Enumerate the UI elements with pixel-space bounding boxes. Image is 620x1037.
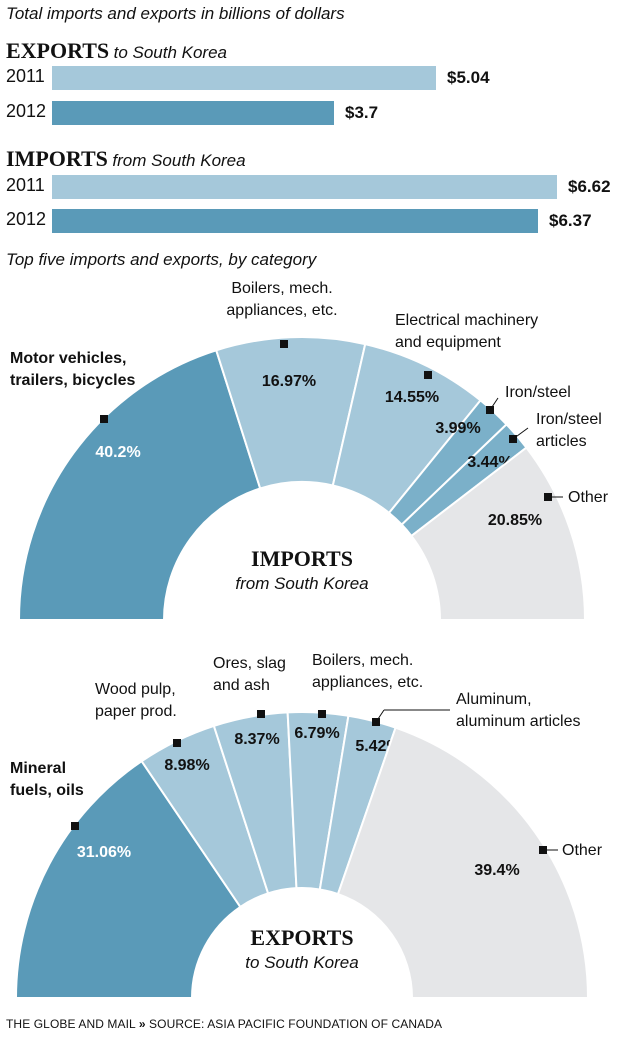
exports-label-4-1: Boilers, mech. bbox=[312, 652, 413, 669]
exports-label-3-2: and ash bbox=[213, 677, 270, 694]
exports-bar-2011 bbox=[52, 66, 436, 90]
imports-leader-5 bbox=[512, 427, 529, 440]
imports-label-1-2: trailers, bicycles bbox=[10, 372, 136, 389]
exports-label-6-1: Other bbox=[562, 842, 603, 859]
imports-pct-4: 3.99% bbox=[435, 420, 480, 437]
imports-label-5-2: articles bbox=[536, 433, 587, 450]
imports-pct-2: 16.97% bbox=[262, 373, 316, 390]
category-section-title: Top five imports and exports, by categor… bbox=[6, 250, 317, 269]
imports-bar-2011 bbox=[52, 175, 557, 199]
exports-bar-heading: EXPORTS to South Korea bbox=[6, 38, 227, 64]
exports-label-1-1: Mineral bbox=[10, 760, 66, 777]
imports-bar-subtitle: from South Korea bbox=[112, 151, 246, 170]
exports-donut-center: EXPORTS to South Korea bbox=[245, 925, 358, 973]
exports-value-2011: $5.04 bbox=[447, 68, 490, 87]
exports-pct-4: 6.79% bbox=[294, 725, 339, 742]
exports-year-2011: 2011 bbox=[6, 66, 45, 86]
exports-value-2012: $3.7 bbox=[345, 103, 379, 122]
exports-label-2-2: paper prod. bbox=[95, 703, 177, 720]
imports-pct-6: 20.85% bbox=[488, 512, 542, 529]
imports-label-2-2: appliances, etc. bbox=[226, 302, 337, 319]
imports-slice-6 bbox=[410, 446, 587, 621]
exports-label-5-2: aluminum articles bbox=[456, 713, 580, 730]
exports-bar-title: EXPORTS bbox=[6, 38, 110, 63]
imports-bar-title: IMPORTS bbox=[6, 146, 108, 171]
exports-pct-1: 31.06% bbox=[77, 844, 131, 861]
exports-year-2012: 2012 bbox=[6, 101, 47, 121]
imports-marker-3 bbox=[424, 371, 432, 379]
exports-label-5-1: Aluminum, bbox=[456, 691, 532, 708]
exports-pct-6: 39.4% bbox=[474, 862, 519, 879]
exports-slice-1 bbox=[14, 759, 242, 999]
footer-separator: » bbox=[138, 1017, 146, 1031]
imports-label-3-2: and equipment bbox=[395, 334, 501, 351]
exports-marker-3 bbox=[257, 710, 265, 718]
imports-bar-2012 bbox=[52, 209, 538, 233]
imports-label-6-1: Other bbox=[568, 489, 609, 506]
imports-bar-heading: IMPORTS from South Korea bbox=[6, 146, 246, 172]
imports-label-4-1: Iron/steel bbox=[505, 384, 571, 401]
exports-leader-5 bbox=[375, 709, 385, 723]
imports-value-2012: $6.37 bbox=[549, 211, 592, 230]
exports-bar-subtitle: to South Korea bbox=[113, 43, 228, 62]
exports-donut: 31.06% Mineral fuels, oils 8.98% Wood pulp, p… bbox=[10, 652, 603, 999]
imports-donut: 40.2% Motor vehicles, trailers, bicycles 16… bbox=[10, 280, 609, 621]
footer-outlet: THE GLOBE AND MAIL bbox=[6, 1017, 136, 1031]
exports-label-4-2: appliances, etc. bbox=[312, 674, 423, 691]
exports-label-2-1: Wood pulp, bbox=[95, 681, 176, 698]
imports-label-3-1: Electrical machinery bbox=[395, 312, 538, 329]
imports-slice-1 bbox=[17, 349, 262, 621]
imports-donut-subtitle: from South Korea bbox=[235, 574, 369, 593]
exports-marker-2 bbox=[173, 739, 181, 747]
exports-label-3-1: Ores, slag bbox=[213, 655, 286, 672]
imports-label-2-1: Boilers, mech. bbox=[231, 280, 332, 297]
footer-source: SOURCE: ASIA PACIFIC FOUNDATION OF CANAD… bbox=[149, 1017, 443, 1031]
chart-subtitle: Total imports and exports in billions of… bbox=[6, 4, 345, 23]
exports-marker-4 bbox=[318, 710, 326, 718]
exports-pct-3: 8.37% bbox=[234, 731, 279, 748]
exports-pct-2: 8.98% bbox=[164, 757, 209, 774]
imports-year-2011: 2011 bbox=[6, 175, 45, 195]
imports-donut-center: IMPORTS from South Korea bbox=[235, 546, 368, 594]
exports-slice-6 bbox=[336, 726, 590, 999]
exports-donut-subtitle: to South Korea bbox=[245, 953, 359, 972]
imports-marker-2 bbox=[280, 340, 288, 348]
imports-value-2011: $6.62 bbox=[568, 177, 611, 196]
imports-leader-4 bbox=[489, 397, 499, 411]
exports-marker-1 bbox=[71, 822, 79, 830]
imports-pct-3: 14.55% bbox=[385, 389, 439, 406]
imports-year-2012: 2012 bbox=[6, 209, 47, 229]
footer: THE GLOBE AND MAIL » SOURCE: ASIA PACIFI… bbox=[6, 1017, 442, 1031]
exports-donut-title: EXPORTS bbox=[250, 925, 354, 950]
imports-pct-1: 40.2% bbox=[95, 444, 140, 461]
imports-label-5-1: Iron/steel bbox=[536, 411, 602, 428]
exports-bar-2012 bbox=[52, 101, 334, 125]
exports-label-1-2: fuels, oils bbox=[10, 782, 84, 799]
imports-donut-title: IMPORTS bbox=[251, 546, 353, 571]
imports-label-1-1: Motor vehicles, bbox=[10, 350, 126, 367]
imports-marker-1 bbox=[100, 415, 108, 423]
